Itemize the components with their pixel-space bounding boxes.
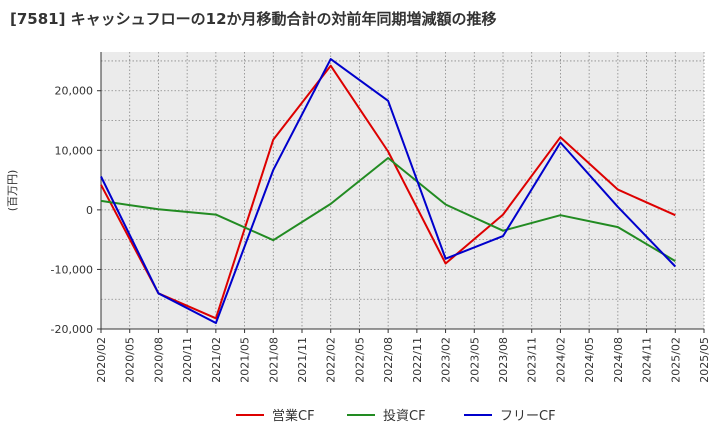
y-tick-label: -20,000 [51,323,93,336]
x-tick-label: 2024/08 [612,337,625,383]
y-axis-label: (百万円) [6,170,19,212]
x-tick-label: 2022/05 [353,337,366,383]
y-tick-label: 20,000 [55,85,94,98]
x-tick-label: 2023/11 [526,337,539,383]
x-tick-label: 2020/11 [181,337,194,383]
chart-title: [7581] キャッシュフローの12か月移動合計の対前年同期増減額の推移 [10,10,497,28]
x-tick-label: 2021/05 [239,337,252,383]
plot-background [101,52,704,329]
x-tick-label: 2022/11 [411,337,424,383]
series-line-1 [100,157,676,262]
x-tick-label: 2024/05 [583,337,596,383]
x-tick-label: 2023/08 [497,337,510,383]
x-tick-label: 2020/08 [152,337,165,383]
legend-label-2: フリーCF [500,409,556,424]
y-tick-label: 0 [86,204,93,217]
y-tick-label: -10,000 [51,263,93,276]
x-tick-label: 2022/02 [325,337,338,383]
x-tick-label: 2025/05 [698,337,711,383]
x-tick-label: 2021/08 [267,337,280,383]
x-tick-label: 2023/02 [440,337,453,383]
legend-label-1: 投資CF [383,408,426,424]
x-tick-label: 2025/02 [669,337,682,383]
x-tick-label: 2020/05 [124,337,137,383]
x-tick-label: 2023/05 [468,337,481,383]
series-line-2 [100,58,677,324]
x-tick-label: 2020/02 [95,337,108,383]
x-tick-label: 2024/11 [641,337,654,383]
x-tick-label: 2021/11 [296,337,309,383]
x-tick-label: 2022/08 [382,337,395,383]
y-tick-label: 10,000 [55,144,94,157]
x-tick-label: 2024/02 [554,337,567,383]
legend-label-0: 営業CF [272,408,315,424]
x-tick-label: 2021/02 [210,337,223,383]
series-line-0 [100,64,676,320]
